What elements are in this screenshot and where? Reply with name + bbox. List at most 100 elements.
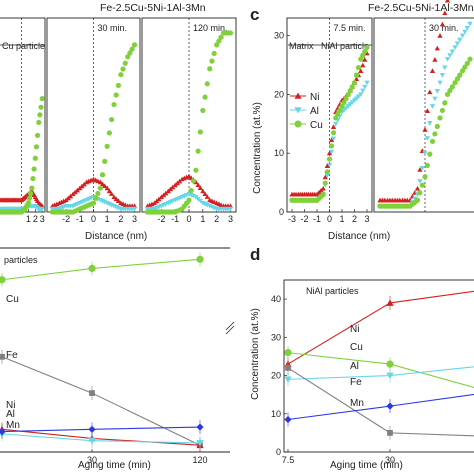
data-point-fe [285, 365, 291, 371]
legend-marker-cu [294, 120, 302, 128]
data-point-cu [90, 200, 97, 206]
data-point-cu [437, 115, 443, 121]
data-point-mn [0, 428, 6, 436]
x-tick-label: 2 [118, 214, 123, 224]
series-label-mn: Mn [6, 420, 20, 431]
data-point-cu [120, 66, 126, 72]
data-point-cu [33, 144, 40, 150]
axis-break-mark [225, 325, 235, 335]
data-point-ni [422, 127, 428, 132]
y-tick-label: 40 [271, 294, 281, 304]
data-point-al [328, 149, 335, 155]
data-point-al [467, 21, 473, 27]
data-point-cu [29, 185, 35, 191]
data-point-ni [439, 21, 445, 27]
data-point-al [432, 96, 438, 102]
x-tick-label: -3 [288, 214, 296, 224]
data-point-mn [88, 425, 96, 433]
data-point-cu [204, 81, 210, 87]
data-point-cu [364, 44, 370, 50]
series-label-cu: Cu [350, 342, 363, 353]
legend-marker-al [294, 107, 302, 114]
panel-a: Fe-2.5Cu-5Ni-1Al-3Mn Cu particle 1 2 330 m… [0, 2, 237, 242]
data-point-cu [97, 185, 103, 191]
legend-label-al: Al [310, 106, 319, 117]
data-point-cu [113, 92, 119, 98]
data-point-cu [330, 130, 337, 136]
data-point-cu [209, 58, 215, 64]
series-line-al [1, 433, 201, 444]
data-point-al [444, 57, 451, 62]
x-tick-label: 3 [228, 214, 233, 224]
data-point-cu [362, 49, 368, 55]
panel-d: d NiAl particles Concentration (at.%) 7.… [250, 245, 474, 471]
x-tick-label: 1 [26, 214, 31, 224]
data-point-al [355, 94, 362, 100]
subplot-frame [373, 17, 474, 213]
series-label-cu: Cu [6, 294, 19, 305]
data-point-mn [196, 423, 204, 431]
data-point-ni [326, 150, 333, 156]
data-point-cu [447, 88, 453, 94]
data-point-al [419, 165, 425, 171]
data-point-ni [386, 299, 394, 306]
data-point-cu [95, 190, 101, 197]
x-tick-label: 7.5 [282, 455, 295, 465]
panel-b-title: particles [4, 255, 38, 265]
x-tick-label: -1 [76, 214, 84, 224]
data-point-cu [38, 104, 44, 110]
data-point-cu [214, 42, 220, 48]
data-point-cu [200, 107, 206, 114]
data-point-cu [93, 195, 99, 201]
data-point-cu [127, 50, 133, 56]
data-point-ni [106, 188, 112, 194]
data-point-fe [0, 353, 5, 360]
data-point-ni [324, 163, 330, 168]
data-point-al [429, 104, 436, 109]
data-point-ni [200, 188, 206, 194]
data-point-cu [131, 42, 138, 48]
panel-c-letter: c [250, 5, 259, 24]
data-point-cu [322, 180, 328, 186]
subplot-time-label: 30 min. [98, 23, 128, 33]
series-label-fe: Fe [350, 377, 362, 388]
data-point-al [454, 41, 460, 47]
y-tick-label: 10 [271, 409, 281, 419]
panel-a-xlabel: Distance (nm) [85, 231, 147, 242]
series-label-mn: Mn [350, 398, 364, 409]
data-point-cu [467, 56, 473, 62]
data-point-ni [320, 185, 326, 191]
data-point-cu [442, 100, 448, 106]
data-point-al [464, 26, 470, 31]
data-point-mn [284, 415, 292, 424]
data-point-al [422, 151, 428, 156]
data-point-ni [417, 167, 423, 172]
data-point-cu [216, 38, 222, 44]
panel-d-plot: 7.5 30 0 10 20 30 40 Ni Cu Al Fe Mn [271, 279, 474, 465]
data-point-cu [39, 95, 45, 102]
data-point-cu [320, 191, 326, 197]
data-point-al [324, 173, 330, 179]
data-point-cu [434, 123, 440, 130]
data-point-al [360, 88, 366, 94]
data-point-cu [106, 130, 112, 136]
data-point-al [442, 65, 448, 71]
panel-c-xlabel: Distance (nm) [328, 231, 390, 242]
data-point-cu [464, 60, 470, 66]
data-point-cu [343, 96, 349, 102]
x-tick-label: -1 [171, 214, 179, 224]
y-tick-label: 0 [279, 207, 284, 217]
data-point-cu [195, 148, 201, 154]
data-point-mn [386, 402, 394, 410]
data-point-al [462, 29, 468, 35]
data-point-cu [284, 349, 292, 357]
data-point-cu [414, 197, 421, 203]
data-point-cu [462, 64, 468, 70]
data-point-ni [427, 89, 433, 95]
y-tick-label: 0 [276, 447, 281, 457]
data-point-ni [429, 68, 436, 73]
data-point-cu [190, 178, 197, 184]
data-point-ni [115, 198, 121, 203]
